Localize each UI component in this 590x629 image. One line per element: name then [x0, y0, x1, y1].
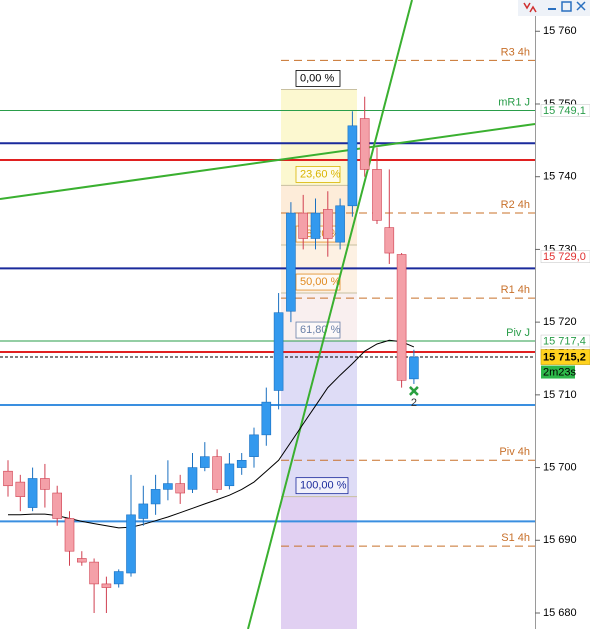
candle-body [40, 478, 50, 490]
minimize[interactable] [548, 8, 556, 10]
candle-body [187, 467, 198, 490]
maximize[interactable] [561, 1, 572, 12]
window-controls [518, 0, 590, 16]
candle-body [261, 401, 272, 436]
level-label: R1 4h [501, 284, 530, 296]
candle-body [347, 125, 358, 207]
fib-zone [281, 496, 357, 629]
candle-body [322, 209, 333, 239]
fib-label-box [295, 70, 341, 87]
candle-body [64, 518, 75, 552]
y-tick-label: 15 740 [543, 171, 577, 183]
price-label-box [540, 250, 590, 263]
y-tick-label: 15 710 [543, 389, 577, 401]
fib-label-box [295, 166, 341, 183]
price-label-box [540, 104, 590, 117]
candle-body [236, 459, 247, 468]
candle-body [150, 489, 161, 505]
icon[interactable] [523, 2, 537, 13]
countdown-box [541, 365, 575, 379]
moving-average [8, 339, 415, 529]
marker [409, 386, 419, 396]
close[interactable] [576, 1, 586, 11]
price-label: 15 729,0 [543, 251, 586, 263]
countdown: 2m23s [543, 366, 577, 378]
fib-label-box [295, 273, 341, 291]
fib-label: 23,60 % [300, 168, 341, 180]
candle-body [126, 514, 136, 574]
bar-count: 2 [411, 397, 417, 409]
trend-line [247, 0, 413, 629]
candle-body [113, 571, 124, 585]
candle-body [384, 227, 395, 254]
candle-body [212, 456, 222, 490]
candle-body [3, 470, 13, 487]
candle-body [298, 212, 309, 239]
fib-label: 100,00 % [300, 480, 347, 492]
fib-label-box [295, 477, 349, 495]
level-label: R2 4h [501, 199, 530, 211]
candle-body [175, 483, 185, 494]
candle-body [89, 561, 99, 585]
level-label: Piv 4h [499, 446, 530, 458]
fib-zone [281, 341, 357, 497]
y-tick-label: 15 680 [543, 607, 577, 619]
candle-body [359, 118, 370, 170]
y-tick-label: 15 690 [543, 534, 577, 546]
fib-label-box [295, 321, 341, 339]
fib-label: 0,00 % [300, 72, 334, 84]
trend-line [0, 123, 536, 200]
candle-body [372, 169, 382, 221]
y-tick-label: 15 720 [543, 316, 577, 328]
level-label: R3 4h [501, 46, 530, 58]
price-labels: 15 749,115 729,015 717,415 716,615 715,2… [540, 104, 590, 379]
price-label: 15 715,2 [543, 351, 586, 363]
candle-body [335, 205, 345, 243]
candle-body [249, 434, 259, 457]
price-label-box [540, 349, 590, 365]
fib-label: 61,80 % [300, 324, 341, 336]
candle-body [15, 481, 26, 497]
candle-body [396, 254, 407, 381]
candle-body [52, 492, 63, 519]
candle-body [101, 583, 112, 588]
candle-body [286, 212, 296, 312]
candle-body [77, 558, 87, 563]
level-label: Piv J [506, 327, 530, 339]
candle-body [224, 463, 235, 487]
price-label: 15 749,1 [543, 105, 586, 117]
y-tick-label: 15 700 [543, 461, 577, 473]
candle-body [409, 356, 419, 380]
candle-body [27, 478, 38, 508]
candle-body [273, 312, 284, 391]
price-label: 15 717,4 [543, 335, 586, 347]
candle-body [138, 503, 149, 519]
level-label: S1 4h [501, 532, 530, 544]
level-label: mR1 J [498, 96, 530, 108]
candle-body [200, 456, 210, 468]
candle-body [163, 483, 173, 490]
candles: 2 [3, 96, 419, 614]
fib-label: 50,00 % [300, 276, 341, 288]
candle-body [310, 212, 321, 239]
y-tick-label: 15 760 [543, 25, 577, 37]
